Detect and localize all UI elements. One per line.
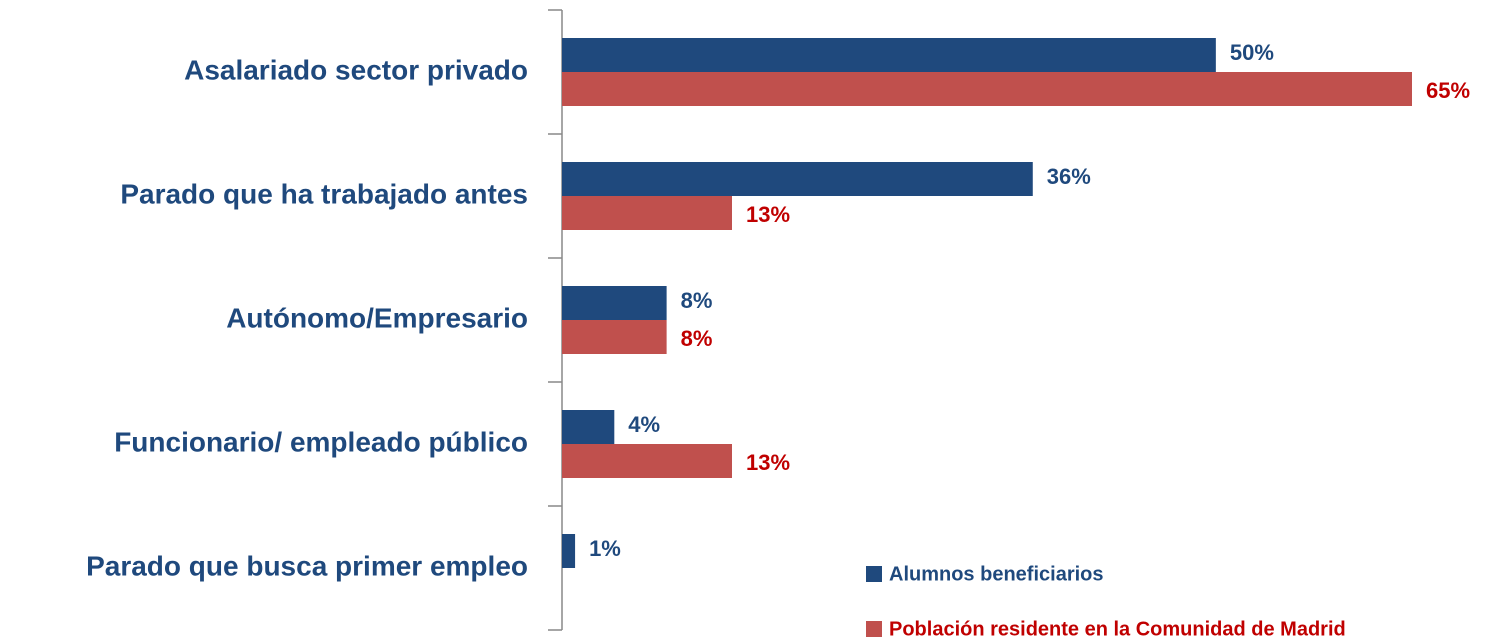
value-label: 8% — [681, 288, 713, 313]
value-label: 1% — [589, 536, 621, 561]
bar — [562, 444, 732, 478]
legend-label: Población residente en la Comunidad de M… — [889, 618, 1346, 639]
value-label: 4% — [628, 412, 660, 437]
bar — [562, 196, 732, 230]
value-label: 8% — [681, 326, 713, 351]
bar — [562, 286, 667, 320]
bar — [562, 162, 1033, 196]
category-label: Funcionario/ empleado público — [114, 426, 528, 457]
category-label: Parado que busca primer empleo — [86, 550, 528, 581]
category-label: Autónomo/Empresario — [226, 302, 528, 333]
value-label: 13% — [746, 450, 790, 475]
legend-swatch — [866, 621, 882, 637]
category-label: Parado que ha trabajado antes — [120, 178, 528, 209]
value-label: 50% — [1230, 40, 1274, 65]
bar — [562, 320, 667, 354]
bar — [562, 38, 1216, 72]
legend-label: Alumnos beneficiarios — [889, 563, 1104, 585]
category-label: Asalariado sector privado — [184, 54, 528, 85]
value-label: 65% — [1426, 78, 1470, 103]
legend-swatch — [866, 566, 882, 582]
value-label: 36% — [1047, 164, 1091, 189]
bar — [562, 534, 576, 568]
bar — [562, 410, 615, 444]
value-label: 13% — [746, 202, 790, 227]
bar — [562, 72, 1412, 106]
